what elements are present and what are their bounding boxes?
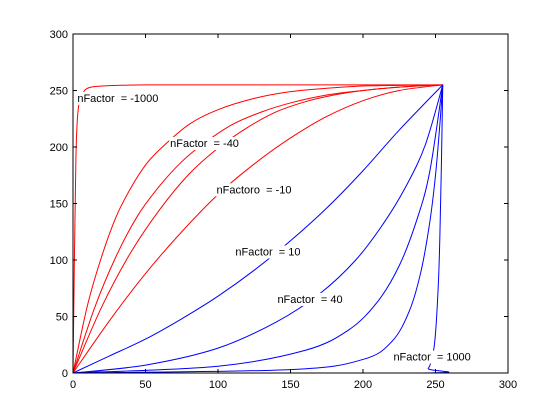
annotation-label: nFactor = 10 xyxy=(235,246,300,258)
series-line-nfactor-neg20 xyxy=(72,84,443,374)
y-tick-label: 200 xyxy=(50,142,68,154)
x-tick-label: 200 xyxy=(354,379,372,391)
series-line-nfactor-40 xyxy=(72,84,444,374)
y-tick-label: 250 xyxy=(50,86,68,98)
annotations: nFactor = -1000 nFactor = -40 nFactoro = -… xyxy=(76,91,472,364)
annotation-background xyxy=(276,292,344,306)
y-tick-label: 0 xyxy=(62,368,68,380)
x-tick-label: 300 xyxy=(499,379,517,391)
annotation-background xyxy=(234,245,302,259)
annotation-background xyxy=(169,137,240,150)
y-tick-label: 150 xyxy=(50,199,68,211)
annotation-label: nFactor = 1000 xyxy=(393,352,470,364)
y-tick-label: 50 xyxy=(56,312,68,324)
annotation-label: nFactoro = -10 xyxy=(217,184,292,196)
x-tick-label: 150 xyxy=(281,379,299,391)
series-line-nfactor-neg10 xyxy=(72,84,443,374)
y-tick-label: 300 xyxy=(50,29,68,41)
x-tick-label: 100 xyxy=(209,379,227,391)
annotation-label: nFactor = 40 xyxy=(277,294,342,306)
x-tick-label: 50 xyxy=(139,379,151,391)
x-tick-label: 0 xyxy=(70,379,76,391)
annotation-background xyxy=(392,350,472,364)
annotation-background xyxy=(76,91,160,105)
series-line-nfactor-10 xyxy=(72,84,444,374)
series-line-nfactor-neg1000 xyxy=(72,84,443,374)
x-tick-label: 250 xyxy=(426,379,444,391)
y-tick-label: 100 xyxy=(50,255,68,267)
annotation-label: nFactor = -40 xyxy=(170,138,239,150)
axis-ticks: 0 50 100 150 200 250 300 0 50 100 150 200 250 300 xyxy=(50,29,518,391)
annotation-background xyxy=(215,183,293,197)
series-line-nfactor-20 xyxy=(72,84,444,374)
series-line-nfactor-neg100 xyxy=(72,84,443,374)
annotation-label: nFactor = -1000 xyxy=(77,93,158,105)
